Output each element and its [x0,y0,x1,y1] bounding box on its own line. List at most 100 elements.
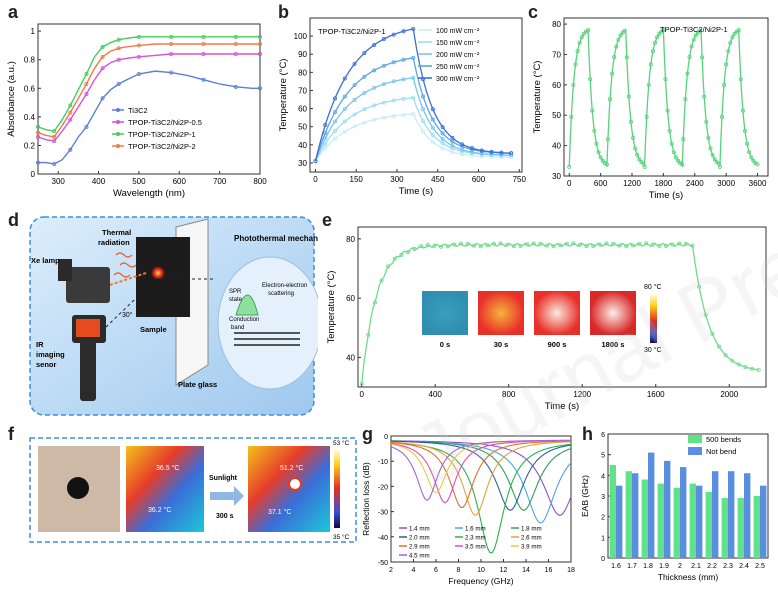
xe-lamp [66,267,110,303]
data-point [352,124,357,129]
legend-label: TPOP-Ti3C2/Ni2P-0.5 [128,118,202,127]
data-point [430,139,435,144]
y-tick-label: 90 [298,50,307,59]
data-point [381,36,386,41]
data-point [352,83,357,88]
y-tick-label: 40 [298,141,307,150]
data-point [458,241,463,246]
y-axis-label: Reflection loss (dB) [361,462,371,536]
x-tick-label: 300 [52,177,66,186]
data-point [690,243,695,248]
chart-c: 0 600 1200 1800 2400 3000 3600 30 40 50 60 70 80 Time… [532,17,769,201]
data-point [381,100,386,105]
bar [609,465,616,558]
data-point [592,128,597,133]
legend-swatch [688,435,702,443]
temp-label-4: 37.1 °C [268,508,291,516]
data-point [84,92,89,97]
ir-image-before [126,446,204,532]
data-point [233,52,238,57]
data-point [590,108,595,113]
data-point [644,114,649,119]
data-point [411,55,416,60]
x-tick-label: 2.2 [707,563,717,570]
temp-label-3: 51.2 °C [280,464,303,472]
series-line [390,440,572,511]
bar [760,485,767,558]
y-tick-label: 0 [384,434,388,441]
data-point [136,72,141,77]
data-point [450,135,455,140]
data-point [381,82,386,87]
data-point [421,129,426,134]
data-point [313,159,318,164]
legend-label: 2.3 mm [465,535,486,542]
data-point [624,244,629,249]
data-point [567,164,572,169]
data-point [594,141,599,146]
sunlight-label: Sunlight [209,475,238,482]
x-tick-label: 14 [522,567,530,574]
data-point [630,243,635,248]
data-point [749,155,754,160]
data-point [439,244,444,249]
data-point [676,158,681,163]
data-point [469,150,474,155]
y-tick-label: 6 [601,432,605,439]
data-point [391,32,396,37]
data-point [700,55,705,60]
data-point [616,37,621,42]
x-tick-label: 2.3 [723,563,733,570]
data-point [412,247,417,252]
data-point [201,42,206,47]
series-line [390,440,572,516]
data-point [323,146,328,151]
data-point [401,57,406,62]
data-point [736,362,741,367]
data-point [604,162,609,167]
data-point [655,35,660,40]
label-senor: senor [36,360,57,369]
data-point [136,34,141,39]
series-line [314,77,512,162]
data-point [430,125,435,130]
bar [696,485,703,558]
data-point [538,241,543,246]
label-imaging: imaging [36,350,65,359]
data-point [644,241,649,246]
data-point [469,146,474,151]
plot-frame [563,17,769,177]
data-point [489,149,494,154]
series-line [390,440,572,508]
y-tick-label: 2 [601,515,605,522]
data-point [362,74,367,79]
data-point [391,98,396,103]
data-point [68,147,73,152]
legend-label: TPOP-Ti3C2/Ni2P-1 [128,130,196,139]
label-conduction: Conduction [229,317,259,323]
data-point [509,155,514,160]
data-point [509,151,514,156]
series-line [390,439,572,501]
data-point [491,241,496,246]
data-point [68,110,73,115]
data-point [430,132,435,137]
data-point [505,242,510,247]
y-tick-label: 80 [298,68,307,77]
legend-label: TPOP-Ti3C2/Ni2P-2 [128,142,196,151]
label-radiation: radiation [98,238,130,247]
bar [728,471,735,558]
legend-label: 1.8 mm [521,526,542,533]
data-point [726,49,731,54]
data-point [633,146,638,151]
data-point [233,84,238,89]
data-point [478,244,483,249]
data-point [352,61,357,66]
data-point [425,242,430,247]
y-tick-label: 40 [552,142,561,151]
bar [673,487,680,558]
data-point [169,70,174,75]
data-point [372,117,377,122]
y-tick-label: -20 [378,484,388,491]
x-tick-label: 800 [253,177,267,186]
